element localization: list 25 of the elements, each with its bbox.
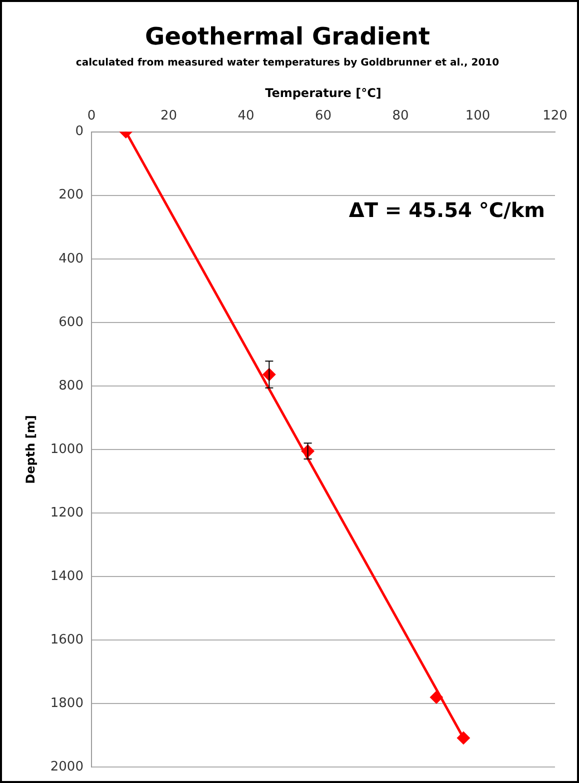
y-tick-label: 1800: [50, 696, 84, 712]
y-tick-label: 1200: [50, 505, 84, 520]
x-tick-label: 80: [392, 108, 409, 124]
x-tick-label: 120: [542, 108, 568, 124]
x-tick-label: 40: [238, 108, 254, 124]
y-tick-label: 600: [58, 314, 84, 330]
y-tick-label: 400: [58, 251, 84, 266]
point: [456, 731, 470, 744]
annotation: ΔT = 45.54 °C/km: [348, 198, 545, 222]
y-tick-label: 200: [58, 188, 84, 203]
y-tick-label: 1400: [50, 568, 84, 584]
x-tick-label: 20: [160, 108, 178, 124]
y-tick-label: 0: [75, 124, 84, 140]
x-axis-title: Temperature [°C]: [265, 86, 382, 100]
x-tick-label: 0: [87, 108, 96, 124]
chart-subtitle: calculated from measured water temperatures by Goldbrunner et al., 2010: [76, 57, 500, 68]
y-tick-label: 2000: [50, 760, 84, 775]
y-tick-label: 1000: [50, 442, 84, 457]
y-axis-title: Depth [m]: [23, 415, 38, 484]
y-tick-label: 800: [58, 378, 84, 394]
y-tick-label: 1600: [50, 632, 84, 648]
point: [430, 690, 443, 704]
x-tick-label: 60: [314, 108, 332, 124]
x-tick-label: 100: [465, 108, 490, 124]
chart-title: Geothermal Gradient: [145, 22, 430, 51]
